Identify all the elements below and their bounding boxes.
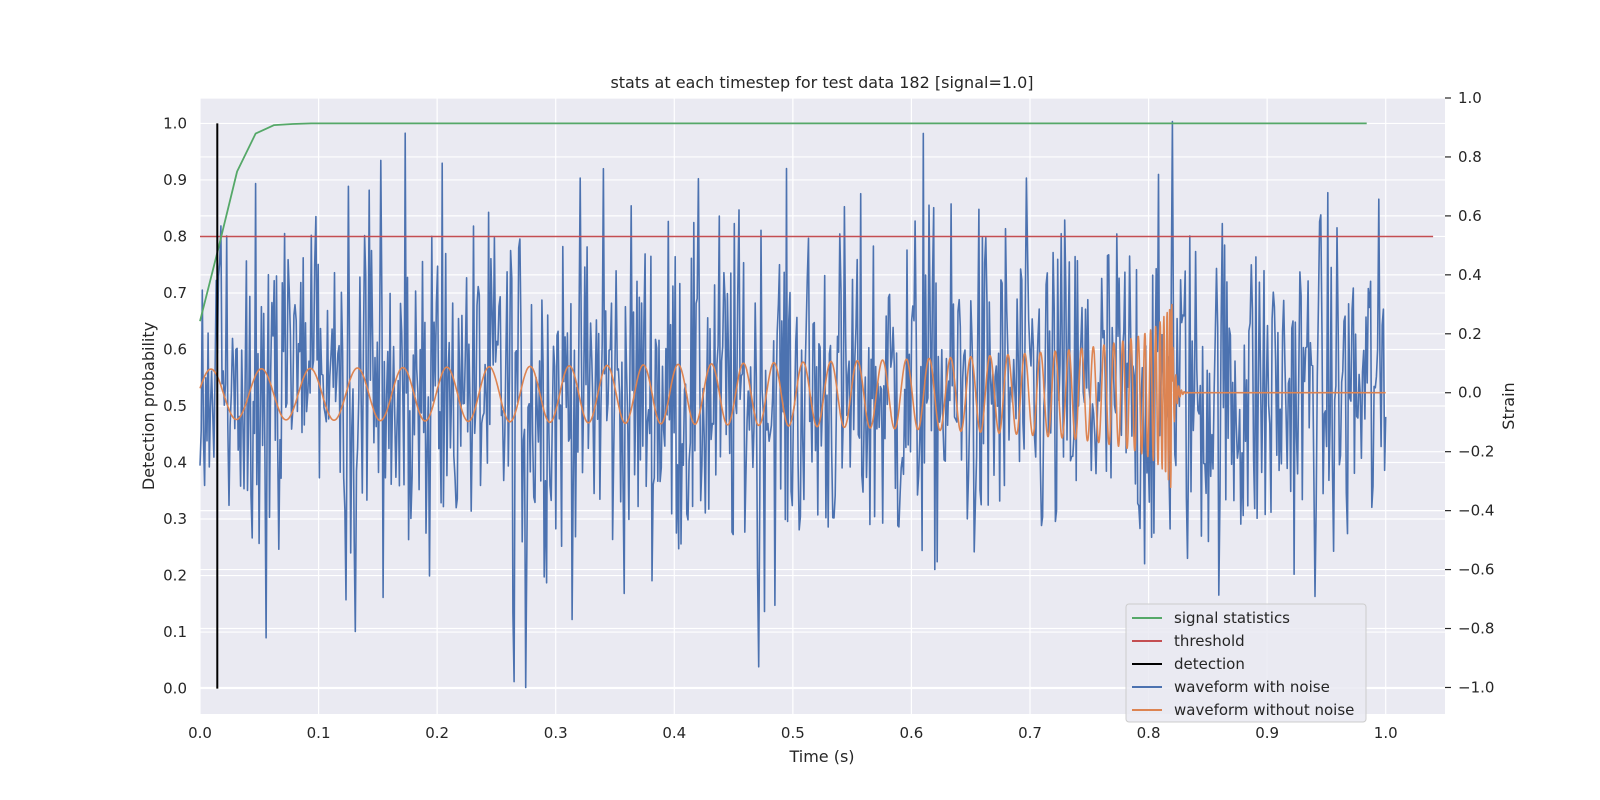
y2-tick-label: 0.8 [1458,148,1482,166]
y2-tick-label: −1.0 [1458,678,1494,696]
x-tick-label: 0.4 [662,724,686,742]
series-layer [199,120,1434,689]
x-tick-label: 0.6 [899,724,923,742]
x-tick-label: 0.5 [781,724,805,742]
series-signal-statistics [199,122,1367,322]
y2-tick-label: 0.0 [1458,384,1482,402]
x-axis-ticks: 0.0 0.1 0.2 0.3 0.4 0.5 0.6 0.7 0.8 0.9 1.0 [188,724,1398,742]
legend-box [1125,603,1367,723]
legend: signal statistics threshold detection wa… [1125,603,1367,723]
x-tick-label: 0.8 [1137,724,1161,742]
x-tick-label: 0.7 [1018,724,1042,742]
chart-title: stats at each timestep for test data 182… [610,73,1033,92]
y2-tick-label: 0.4 [1458,266,1482,284]
y-tick-label: 0.1 [163,623,187,641]
x-tick-label: 0.1 [307,724,331,742]
y2-tick-label: −0.6 [1458,561,1494,579]
y2-tick-label: 0.6 [1458,207,1482,225]
series-waveform-with-noise [199,120,1387,689]
y-tick-label: 0.9 [163,171,187,189]
y-tick-label: 0.4 [163,454,187,472]
y-tick-label: 0.8 [163,227,187,245]
y2-tick-label: 0.2 [1458,325,1482,343]
x-tick-label: 0.3 [544,724,568,742]
legend-label-waveform-with-noise: waveform with noise [1174,678,1330,696]
y-axis-label: Detection probability [139,322,158,490]
y-tick-label: 0.2 [163,567,187,585]
y2-tick-label: −0.2 [1458,443,1494,461]
legend-label-waveform-without-noise: waveform without noise [1174,701,1354,719]
x-tick-label: 0.2 [425,724,449,742]
y-tick-label: 0.5 [163,397,187,415]
y2-tick-label: −0.8 [1458,620,1494,638]
y-axis-ticks: 0.0 0.1 0.2 0.3 0.4 0.5 0.6 0.7 0.8 0.9 1.0 [163,114,187,697]
x-tick-label: 0.9 [1255,724,1279,742]
y2-tick-label: 1.0 [1458,89,1482,107]
y-tick-label: 0.3 [163,510,187,528]
y-tick-label: 0.7 [163,284,187,302]
y2-axis-label: Strain [1499,382,1518,429]
x-axis-label: Time (s) [788,747,854,766]
y-tick-label: 0.0 [163,680,187,698]
y2-axis-ticks: −1.0 −0.8 −0.6 −0.4 −0.2 0.0 0.2 0.4 0.6 0.8 1.0 [1445,89,1494,696]
y2-tick-label: −0.4 [1458,502,1494,520]
legend-label-threshold: threshold [1174,632,1245,650]
legend-label-signal-statistics: signal statistics [1174,609,1290,627]
x-tick-label: 1.0 [1374,724,1398,742]
y-tick-label: 0.6 [163,340,187,358]
series-waveform-without-noise [199,303,1387,489]
x-tick-label: 0.0 [188,724,212,742]
legend-label-detection: detection [1174,655,1245,673]
y-tick-label: 1.0 [163,114,187,132]
